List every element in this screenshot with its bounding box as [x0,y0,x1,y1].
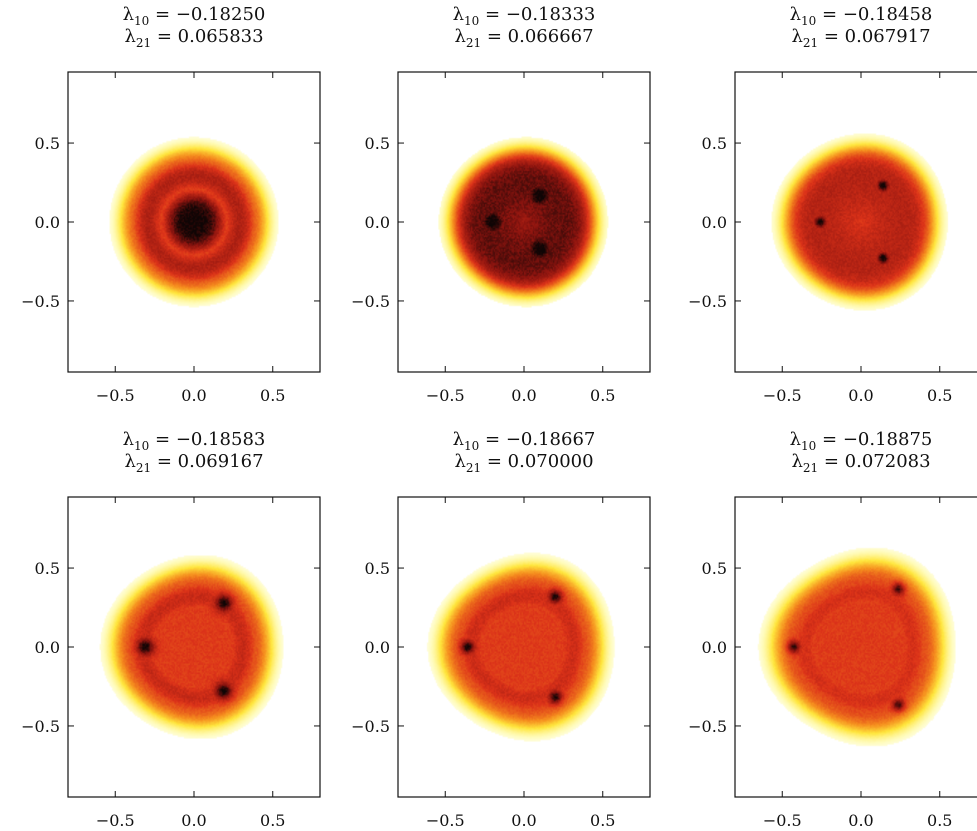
panel-title-line: λ10 = −0.18458 [790,4,933,28]
lambda-symbol: λ [123,4,134,25]
density-heatmap [735,72,977,372]
panel-title-line: λ10 = −0.18333 [453,4,596,28]
panel-title-line: λ21 = 0.072083 [791,451,930,475]
lambda-subscript: 21 [803,36,818,50]
x-tick-label: −0.5 [763,386,802,405]
lambda-symbol: λ [124,451,135,472]
lambda-symbol: λ [124,26,135,47]
lambda-symbol: λ [453,4,464,25]
lambda-value: = 0.066667 [481,26,593,47]
x-tick-label: 0.0 [848,811,873,830]
x-tick-label: −0.5 [426,811,465,830]
lambda-value: = 0.070000 [481,451,593,472]
lambda-subscript: 10 [134,439,149,453]
lambda-symbol: λ [123,429,134,450]
lambda-subscript: 10 [464,439,479,453]
density-heatmap [68,72,320,372]
y-tick-label: −0.5 [351,717,390,736]
x-tick-label: −0.5 [426,386,465,405]
x-tick-label: −0.5 [96,811,135,830]
lambda-value: = −0.18250 [149,4,265,25]
lambda-subscript: 21 [466,36,481,50]
x-tick-label: 0.0 [181,386,206,405]
lambda-value: = 0.072083 [818,451,930,472]
x-tick-label: 0.5 [260,386,285,405]
x-tick-label: 0.0 [511,386,536,405]
lambda-value: = 0.067917 [818,26,930,47]
y-tick-label: 0.5 [702,559,727,578]
y-tick-label: 0.5 [365,134,390,153]
x-tick-label: 0.0 [511,811,536,830]
x-tick-label: −0.5 [96,386,135,405]
x-tick-label: 0.5 [260,811,285,830]
density-heatmap [735,497,977,797]
lambda-symbol: λ [791,451,802,472]
y-tick-label: −0.5 [21,292,60,311]
y-tick-label: −0.5 [688,717,727,736]
panel-title-line: λ21 = 0.066667 [454,26,593,50]
y-tick-label: 0.0 [702,638,727,657]
lambda-symbol: λ [454,26,465,47]
x-tick-label: 0.5 [590,811,615,830]
lambda-subscript: 21 [466,461,481,475]
lambda-subscript: 21 [136,461,151,475]
panel-title-line: λ21 = 0.069167 [124,451,263,475]
y-tick-label: 0.5 [35,559,60,578]
x-tick-label: −0.5 [763,811,802,830]
y-tick-label: −0.5 [351,292,390,311]
density-heatmap [68,497,320,797]
x-tick-label: 0.0 [848,386,873,405]
panel-title-line: λ10 = −0.18250 [123,4,266,28]
lambda-symbol: λ [454,451,465,472]
lambda-value: = −0.18333 [479,4,595,25]
lambda-symbol: λ [790,4,801,25]
lambda-subscript: 10 [801,439,816,453]
x-tick-label: 0.5 [590,386,615,405]
lambda-subscript: 21 [136,36,151,50]
y-tick-label: 0.0 [35,638,60,657]
y-tick-label: 0.5 [35,134,60,153]
panel-title-line: λ10 = −0.18667 [453,429,596,453]
lambda-symbol: λ [790,429,801,450]
lambda-symbol: λ [453,429,464,450]
lambda-symbol: λ [791,26,802,47]
y-tick-label: 0.0 [35,213,60,232]
panel-title-line: λ21 = 0.067917 [791,26,930,50]
lambda-value: = −0.18667 [479,429,595,450]
lambda-subscript: 10 [801,14,816,28]
panel-title-line: λ21 = 0.065833 [124,26,263,50]
lambda-value: = −0.18458 [816,4,932,25]
lambda-subscript: 10 [464,14,479,28]
y-tick-label: −0.5 [688,292,727,311]
y-tick-label: 0.5 [702,134,727,153]
lambda-subscript: 21 [803,461,818,475]
density-heatmap [398,497,650,797]
lambda-value: = −0.18875 [816,429,932,450]
lambda-subscript: 10 [134,14,149,28]
panel-title-line: λ10 = −0.18875 [790,429,933,453]
x-tick-label: 0.0 [181,811,206,830]
panel-title-line: λ10 = −0.18583 [123,429,266,453]
panel-title-line: λ21 = 0.070000 [454,451,593,475]
x-tick-label: 0.5 [927,811,952,830]
lambda-value: = 0.065833 [151,26,263,47]
y-tick-label: 0.0 [365,638,390,657]
density-heatmap [398,72,650,372]
y-tick-label: 0.0 [702,213,727,232]
lambda-value: = −0.18583 [149,429,265,450]
lambda-value: = 0.069167 [151,451,263,472]
y-tick-label: −0.5 [21,717,60,736]
x-tick-label: 0.5 [927,386,952,405]
y-tick-label: 0.0 [365,213,390,232]
y-tick-label: 0.5 [365,559,390,578]
